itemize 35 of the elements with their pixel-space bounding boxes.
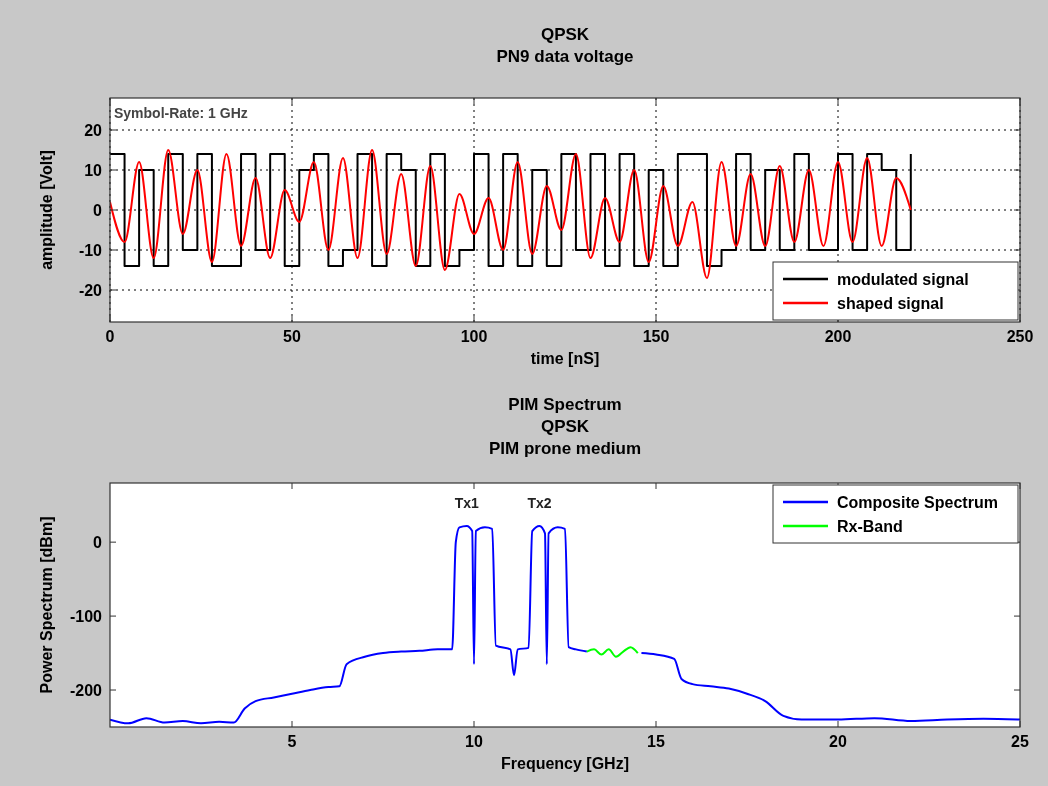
y-tick-label: -200 <box>69 681 103 699</box>
y-axis-title: amplitude [Volt] <box>38 150 55 270</box>
x-tick-label: 150 <box>642 328 670 345</box>
legend-label: modulated signal <box>837 270 969 288</box>
chart-title: QPSK <box>540 25 590 44</box>
y-tick-label: -100 <box>69 607 103 625</box>
x-axis-title: Frequency [GHz] <box>500 755 630 772</box>
x-tick-label: 25 <box>1011 733 1029 750</box>
x-tick-label: 100 <box>460 328 488 345</box>
annotation: Tx2 <box>527 494 552 511</box>
y-axis-title: Power Spectrum [dBm] <box>38 516 55 694</box>
legend-label: Rx-Band <box>837 517 903 535</box>
chart-subtitle: PN9 data voltage <box>496 47 634 66</box>
x-tick-label: 10 <box>465 733 483 750</box>
x-tick-label: 50 <box>283 328 301 345</box>
legend-label: shaped signal <box>837 294 944 312</box>
line-series <box>585 646 639 658</box>
x-tick-label: 5 <box>287 733 297 750</box>
x-tick-label: 0 <box>105 328 115 345</box>
y-tick-label: 0 <box>93 533 103 551</box>
chart-subtitle: QPSK PIM prone medium <box>488 417 642 458</box>
y-tick-label: 10 <box>84 161 103 179</box>
legend-label: Composite Spectrum <box>837 493 998 511</box>
y-tick-label: -10 <box>78 241 103 259</box>
x-axis-title: time [nS] <box>530 350 600 367</box>
x-tick-label: 20 <box>829 733 847 750</box>
x-tick-label: 200 <box>824 328 852 345</box>
x-tick-label: 15 <box>647 733 665 750</box>
y-tick-label: 0 <box>93 201 103 219</box>
x-tick-label: 250 <box>1006 328 1034 345</box>
y-tick-label: -20 <box>78 281 103 299</box>
annotation: Symbol-Rate: 1 GHz <box>114 105 248 121</box>
chart-title: PIM Spectrum <box>508 395 622 414</box>
y-tick-label: 20 <box>84 121 103 139</box>
annotation: Tx1 <box>454 494 479 511</box>
